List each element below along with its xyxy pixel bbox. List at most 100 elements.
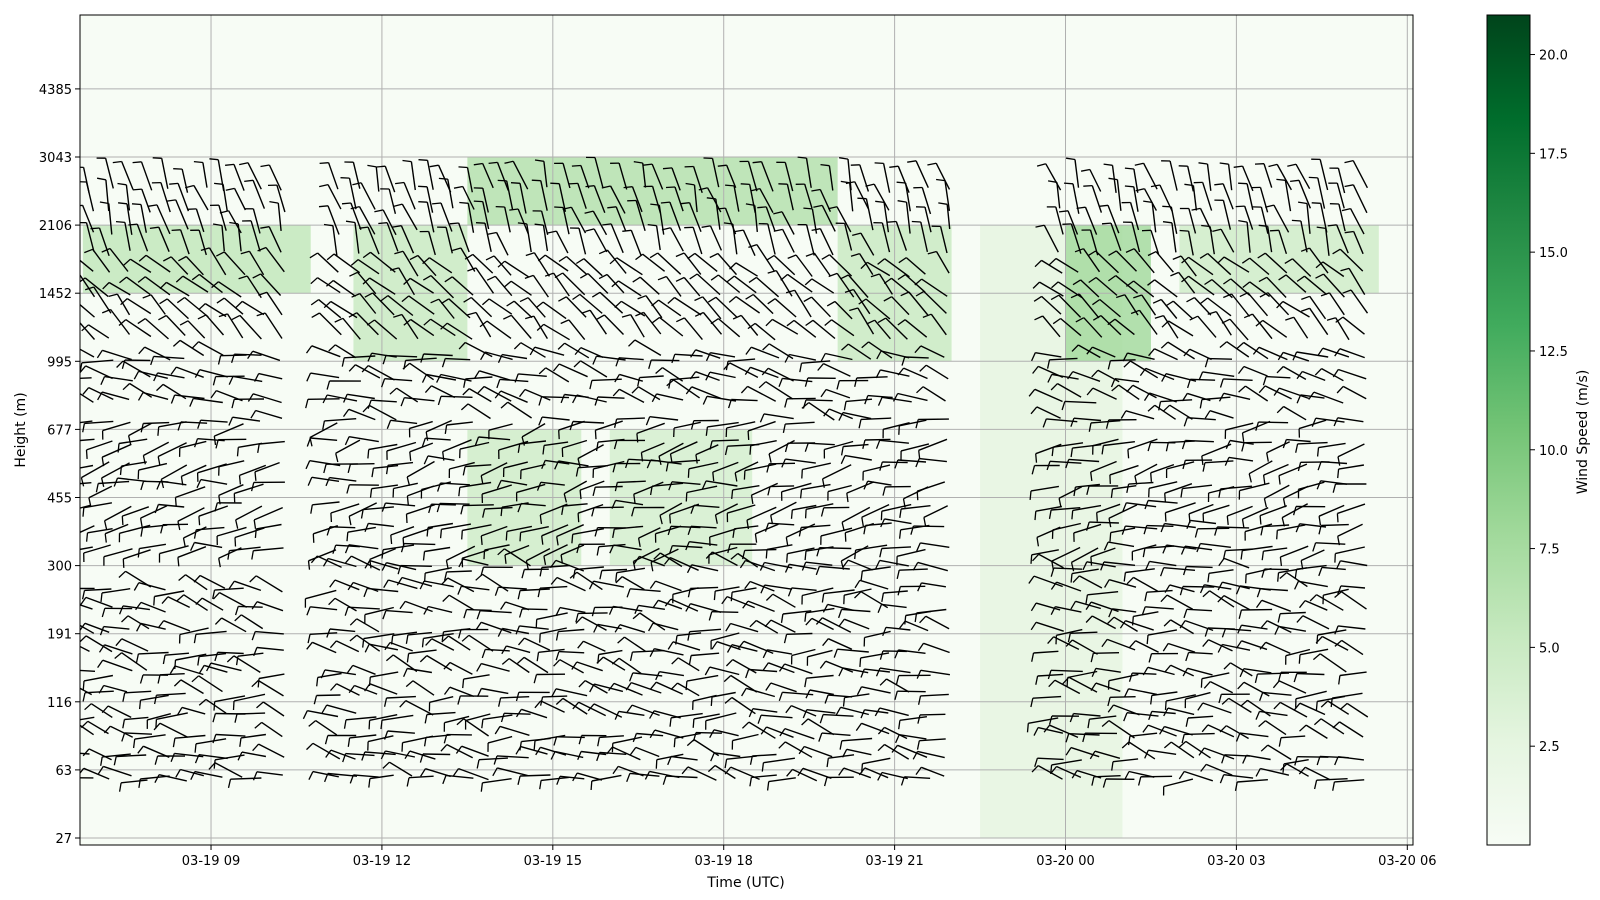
wind-barb-flag <box>889 165 899 168</box>
wind-barb-flag <box>821 593 825 603</box>
wind-barb-flag <box>114 652 123 659</box>
wind-barb-staff <box>580 346 604 359</box>
wind-barb-flag <box>842 697 846 707</box>
wind-barb-flag <box>113 756 117 766</box>
wind-barb-flag <box>319 183 329 188</box>
x-tick-label: 03-19 09 <box>182 854 240 869</box>
wind-barb-staff <box>579 293 603 314</box>
wind-barb-staff <box>885 317 908 340</box>
wind-barb-staff <box>214 587 244 591</box>
wind-barb-staff <box>1166 594 1194 610</box>
wind-barb-staff <box>425 567 452 574</box>
wind-barb-flag <box>1185 717 1189 727</box>
wind-barb-staff <box>160 182 171 213</box>
wind-barb-flag <box>363 588 368 598</box>
wind-barb-flag <box>824 319 833 327</box>
wind-barb-staff <box>558 363 588 378</box>
wind-barb-flag <box>1224 457 1230 466</box>
wind-barb-flag <box>535 301 544 309</box>
wind-barb-flag <box>917 582 922 592</box>
wind-barb-staff <box>572 420 605 424</box>
wind-barb-flag <box>1273 701 1281 710</box>
wind-barb-staff <box>85 365 113 380</box>
wind-barb-flag <box>344 544 350 554</box>
wind-barb-flag <box>594 396 599 406</box>
wind-barb-staff <box>214 762 243 778</box>
wind-barb-staff <box>562 163 571 189</box>
wind-barb-staff <box>1257 672 1290 675</box>
wind-barb-flag <box>690 420 695 430</box>
wind-barb-flag <box>1199 252 1209 259</box>
wind-barb-flag <box>443 686 451 695</box>
wind-barb-staff <box>1204 584 1232 590</box>
wind-barb-staff <box>1184 732 1215 736</box>
wind-barb-flag <box>710 274 719 281</box>
colorbar-tick-label: 2.5 <box>1539 740 1560 755</box>
wind-barb-staff <box>801 360 831 364</box>
wind-barb-staff <box>198 754 228 760</box>
colorbar-tick-label: 12.5 <box>1539 345 1568 360</box>
wind-barb-flag <box>649 681 657 690</box>
wind-barb-flag <box>1141 606 1146 616</box>
wind-barb-flag <box>1240 550 1243 560</box>
wind-barb-flag <box>80 622 86 631</box>
wind-barb-staff <box>715 586 740 592</box>
wind-barb-staff <box>484 544 510 551</box>
wind-barb-flag <box>497 548 505 556</box>
wind-barb-staff <box>409 277 434 294</box>
wind-barb-staff <box>121 161 134 190</box>
wind-barb-flag <box>361 365 369 373</box>
wind-barb-staff <box>1146 524 1174 527</box>
wind-barb-staff <box>580 360 608 378</box>
wind-barb-staff <box>357 259 380 275</box>
wind-barb-flag <box>1316 480 1322 490</box>
wind-barb-flag <box>701 480 707 490</box>
wind-barb-flag <box>419 580 425 590</box>
wind-barb-staff <box>636 422 665 435</box>
wind-barb-staff <box>1110 527 1136 534</box>
wind-barb-flag <box>383 579 389 589</box>
wind-barb-staff <box>447 179 454 209</box>
wind-barb-staff <box>124 716 149 721</box>
wind-barb-staff <box>442 439 472 453</box>
wind-barb-staff <box>882 163 891 193</box>
wind-barb-flag <box>1204 358 1209 368</box>
wind-barb-flag <box>442 594 450 602</box>
wind-barb-flag <box>914 612 918 623</box>
wind-barb-staff <box>1164 522 1196 529</box>
wind-barb-flag <box>1091 776 1095 786</box>
wind-barb-staff <box>726 595 755 609</box>
wind-barb-staff <box>385 502 416 507</box>
wind-barb-staff <box>859 164 870 192</box>
wind-barb-flag <box>118 319 127 326</box>
wind-barb-staff <box>884 726 908 740</box>
wind-barb-staff <box>1325 228 1330 256</box>
wind-barb-flag <box>797 767 804 777</box>
wind-barb-flag <box>330 512 333 523</box>
wind-barb-flag <box>1162 544 1167 554</box>
wind-barb-staff <box>1229 318 1249 341</box>
wind-barb-staff <box>1169 160 1178 191</box>
wind-barb-staff <box>919 457 947 463</box>
wind-barb-flag <box>1182 460 1186 470</box>
wind-barb-staff <box>465 713 491 722</box>
wind-barb-flag <box>254 471 257 481</box>
wind-barb-flag <box>1163 707 1169 717</box>
wind-barb-flag <box>1051 447 1054 457</box>
wind-barb-staff <box>1237 779 1268 783</box>
wind-barb-staff <box>161 158 169 189</box>
wind-barb-staff <box>695 349 721 359</box>
wind-barb-staff <box>1223 256 1250 273</box>
wind-barb-flag <box>804 678 807 688</box>
wind-barb-flag <box>1294 581 1299 590</box>
wind-barb-flag <box>614 711 620 720</box>
wind-barb-flag <box>1073 486 1077 497</box>
wind-barb-flag <box>1144 592 1148 602</box>
wind-barb-staff <box>1201 396 1231 401</box>
wind-barb-flag <box>1255 599 1263 608</box>
wind-barb-flag <box>575 258 585 265</box>
wind-barb-staff <box>375 166 380 192</box>
wind-barb-staff <box>332 225 338 256</box>
wind-barb-staff <box>655 225 661 251</box>
wind-barb-flag <box>120 298 128 306</box>
